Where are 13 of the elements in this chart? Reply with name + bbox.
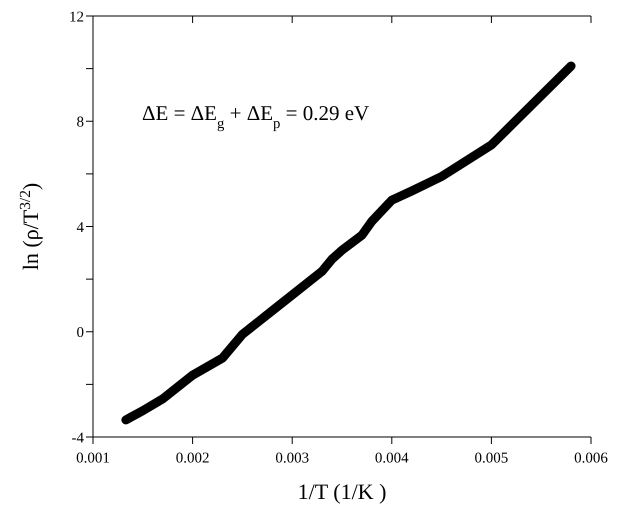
- x-tick-label: 0.006: [574, 450, 608, 467]
- y-tick-label: 0: [76, 325, 84, 342]
- y-tick-label: 12: [69, 9, 84, 26]
- x-tick-label: 0.001: [76, 450, 110, 467]
- x-tick-label: 0.004: [374, 450, 410, 467]
- x-tick-label: 0.005: [474, 450, 508, 467]
- y-tick-label: 8: [76, 114, 84, 131]
- annotation: ΔE = ΔE$_{g}$ + ΔE$_{p}$ = 0.29 eV: [142, 101, 370, 132]
- x-tick-label: 0.003: [275, 450, 310, 467]
- y-tick-label: -4: [72, 430, 84, 446]
- y-tick-label: 4: [76, 220, 84, 236]
- x-axis-title: 1/T (1/K ): [298, 479, 386, 504]
- x-tick-label: 0.002: [176, 450, 210, 467]
